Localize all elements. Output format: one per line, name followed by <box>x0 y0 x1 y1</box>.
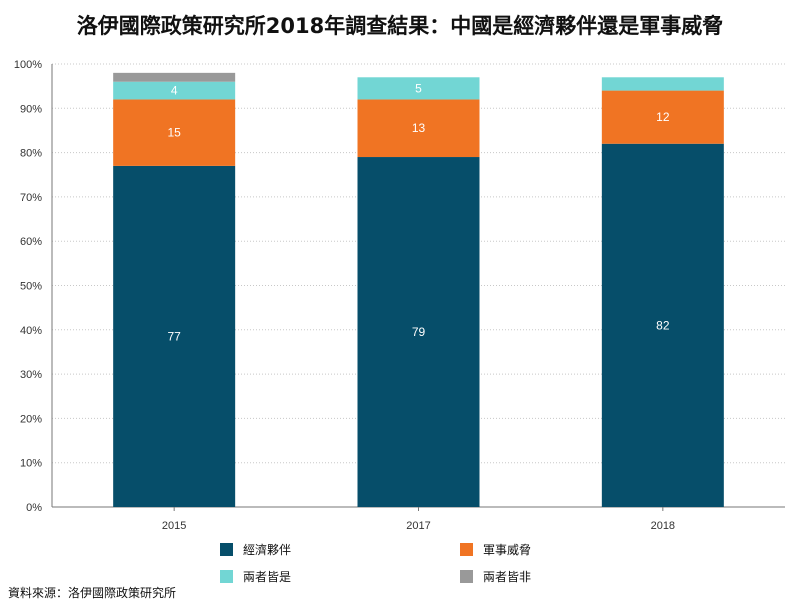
stacked-bar-chart: 0% 10% 20% 30% 40% 50% 60% 70% 80% 90% 100% 77 15 4 20… <box>14 59 785 532</box>
data-label: 15 <box>167 126 181 140</box>
bar-segment <box>113 72 236 82</box>
y-tick-label: 70% <box>20 192 42 204</box>
legend-label-0: 經濟夥伴 <box>243 543 292 557</box>
y-tick-label: 90% <box>20 103 42 115</box>
y-tick-label: 80% <box>20 148 42 160</box>
x-tick-label: 2015 <box>162 520 186 532</box>
bar-segment <box>601 77 724 91</box>
legend-item-0: 經濟夥伴 <box>220 541 291 558</box>
bar-segment <box>113 165 236 507</box>
source-note: 資料來源：洛伊國際政策研究所 <box>8 586 177 600</box>
chart-title: 洛伊國際政策研究所2018年調查結果：中國是經濟夥伴還是軍事威脅 <box>76 14 724 38</box>
bar-segment <box>357 157 480 507</box>
bar-segment <box>601 143 724 508</box>
y-tick-label: 20% <box>20 413 42 425</box>
bar-segment <box>601 90 724 144</box>
data-label: 4 <box>171 84 178 98</box>
legend-label-2: 兩者皆是 <box>243 570 292 584</box>
y-tick-label: 40% <box>20 325 42 337</box>
data-label: 12 <box>656 110 670 124</box>
legend-label-1: 軍事威脅 <box>483 543 532 557</box>
legend-swatch-3 <box>460 570 473 583</box>
data-label: 5 <box>415 81 422 95</box>
legend-swatch-1 <box>460 543 473 556</box>
bar-segment <box>113 99 236 166</box>
x-tick-label: 2018 <box>651 520 675 532</box>
data-label: 13 <box>412 121 426 135</box>
x-tick-label: 2017 <box>406 520 430 532</box>
y-tick-label: 10% <box>20 458 42 470</box>
bar-segment <box>357 77 480 100</box>
data-label: 82 <box>656 318 670 332</box>
legend-label-3: 兩者皆非 <box>483 570 532 584</box>
legend-swatch-0 <box>220 543 233 556</box>
data-label: 77 <box>167 329 181 343</box>
y-tick-label: 60% <box>20 236 42 248</box>
legend-item-2: 兩者皆是 <box>220 568 291 585</box>
legend-item-1: 軍事威脅 <box>460 541 531 558</box>
y-tick-label: 0% <box>26 502 42 514</box>
bar-segment <box>357 99 480 158</box>
legend-swatch-2 <box>220 570 233 583</box>
y-tick-label: 30% <box>20 369 42 381</box>
legend-item-3: 兩者皆非 <box>460 568 531 585</box>
y-tick-label: 100% <box>14 59 42 71</box>
data-label: 79 <box>412 325 426 339</box>
y-tick-label: 50% <box>20 281 42 293</box>
bar-segment <box>113 81 236 100</box>
